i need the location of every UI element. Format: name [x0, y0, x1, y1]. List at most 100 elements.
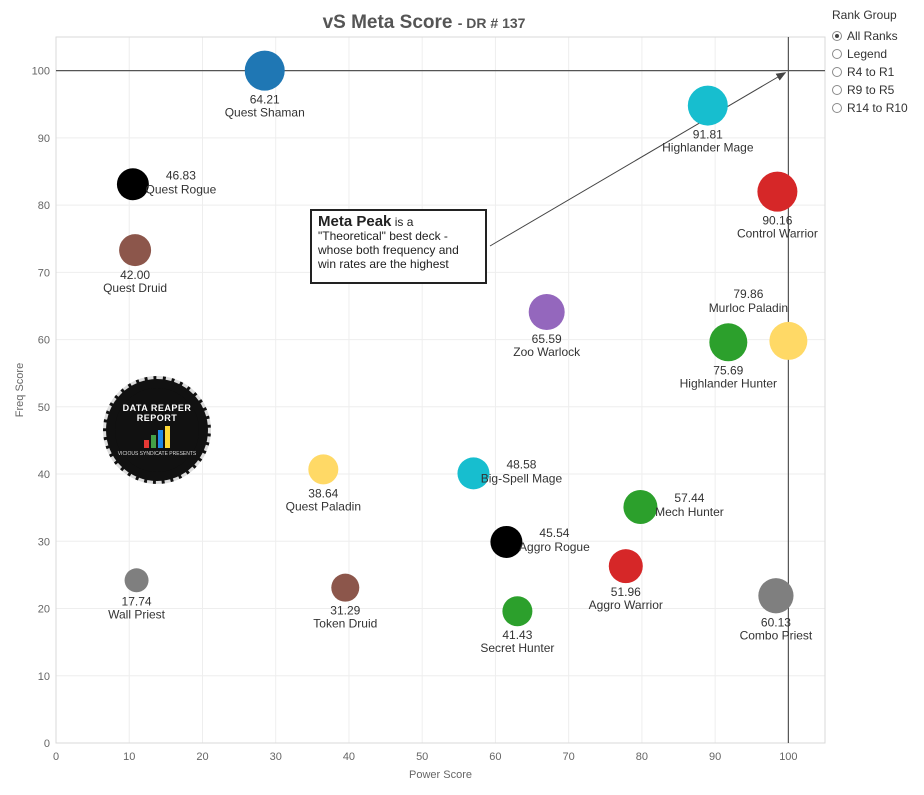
data-point	[769, 321, 808, 360]
rank-option-label: Legend	[847, 47, 888, 61]
point-name-label: Combo Priest	[740, 628, 813, 642]
radio-icon[interactable]	[832, 49, 842, 59]
rank-option-label: All Ranks	[847, 29, 898, 43]
annotation-title: Meta Peak	[318, 213, 392, 230]
x-tick-label: 60	[489, 751, 501, 763]
data-reaper-logo: DATA REAPER REPORT VICIOUS SYNDICATE PRE…	[103, 376, 211, 484]
x-tick-label: 30	[270, 751, 282, 763]
point-name-label: Zoo Warlock	[513, 345, 581, 359]
x-tick-label: 70	[563, 751, 575, 763]
point-score-label: 17.74	[122, 594, 152, 608]
y-tick-label: 90	[38, 133, 50, 145]
data-point	[528, 294, 565, 331]
point-score-label: 51.96	[611, 585, 641, 599]
point-score-label: 31.29	[330, 604, 360, 618]
data-point	[490, 525, 523, 558]
point-score-label: 65.59	[532, 332, 562, 346]
radio-icon[interactable]	[832, 103, 842, 113]
point-score-label: 75.69	[713, 363, 743, 377]
x-tick-label: 20	[196, 751, 208, 763]
point-name-label: Quest Rogue	[146, 182, 217, 196]
point-name-label: Control Warrior	[737, 227, 818, 241]
point-score-label: 64.21	[250, 93, 280, 107]
point-name-label: Quest Shaman	[225, 106, 305, 120]
rank-option-r4-r1[interactable]: R4 to R1	[832, 63, 924, 81]
point-score-label: 46.83	[166, 168, 196, 182]
y-tick-label: 70	[38, 267, 50, 279]
data-point	[757, 171, 798, 212]
rank-option-all-ranks[interactable]: All Ranks	[832, 27, 924, 45]
x-axis-title: Power Score	[409, 769, 472, 781]
rank-option-label: R14 to R10	[847, 101, 908, 115]
point-name-label: Highlander Mage	[662, 141, 754, 155]
point-name-label: Mech Hunter	[655, 505, 724, 519]
chart-title-main: vS Meta Score	[323, 12, 458, 33]
point-score-label: 38.64	[308, 486, 338, 500]
x-tick-label: 90	[709, 751, 721, 763]
x-tick-label: 10	[123, 751, 135, 763]
x-tick-label: 50	[416, 751, 428, 763]
radio-icon[interactable]	[832, 67, 842, 77]
logo-text: DATA REAPER REPORT	[122, 403, 192, 423]
point-score-label: 57.44	[674, 491, 704, 505]
logo-small-text: VICIOUS SYNDICATE PRESENTS	[117, 451, 197, 457]
annotation-line-3: whose both frequency and	[318, 243, 459, 257]
chart-title: vS Meta Score - DR # 137	[323, 12, 526, 33]
point-name-label: Highlander Hunter	[680, 376, 777, 390]
plot-frame	[55, 36, 826, 744]
point-score-label: 60.13	[761, 615, 791, 629]
rank-option-legend[interactable]: Legend	[832, 45, 924, 63]
point-name-label: Quest Druid	[103, 281, 167, 295]
meta-peak-annotation: Meta Peak is a "Theoretical" best deck -…	[310, 209, 487, 284]
radio-icon[interactable]	[832, 85, 842, 95]
meta-peak-arrow	[489, 72, 787, 247]
data-point	[457, 457, 490, 490]
data-point	[709, 323, 748, 362]
rank-option-label: R9 to R5	[847, 83, 895, 97]
rank-option-r14-r10[interactable]: R14 to R10	[832, 99, 924, 117]
x-tick-label: 0	[53, 751, 59, 763]
data-point	[623, 489, 658, 524]
point-score-label: 91.81	[693, 128, 723, 142]
rank-group-filter: Rank Group All Ranks Legend R4 to R1 R9 …	[832, 8, 924, 117]
y-tick-label: 30	[38, 536, 50, 548]
data-point	[308, 454, 339, 485]
point-score-label: 41.43	[502, 628, 532, 642]
annotation-line-4: win rates are the highest	[318, 257, 449, 271]
data-point	[124, 568, 149, 593]
data-point	[608, 549, 643, 584]
point-name-label: Secret Hunter	[480, 641, 554, 655]
point-score-label: 45.54	[539, 526, 569, 540]
data-point	[116, 168, 149, 201]
y-tick-label: 20	[38, 604, 50, 616]
logo-bars-icon	[144, 426, 170, 448]
data-point	[244, 50, 285, 91]
rank-option-r9-r5[interactable]: R9 to R5	[832, 81, 924, 99]
annotation-line-2: "Theoretical" best deck -	[318, 229, 448, 243]
y-axis-title: Freq Score	[14, 363, 26, 417]
y-tick-label: 60	[38, 335, 50, 347]
point-name-label: Aggro Rogue	[519, 540, 590, 554]
point-name-label: Aggro Warrior	[589, 598, 663, 612]
point-name-label: Token Druid	[313, 617, 377, 631]
rank-group-title: Rank Group	[832, 8, 897, 22]
y-tick-label: 40	[38, 469, 50, 481]
chart-title-sub: - DR # 137	[458, 15, 526, 31]
y-tick-label: 50	[38, 402, 50, 414]
point-score-label: 48.58	[506, 457, 536, 471]
radio-icon[interactable]	[832, 31, 842, 41]
data-point	[331, 573, 360, 602]
data-point	[687, 85, 728, 126]
y-tick-label: 10	[38, 671, 50, 683]
rank-option-label: R4 to R1	[847, 65, 895, 79]
data-point	[119, 234, 152, 267]
point-score-label: 79.86	[733, 287, 763, 301]
x-tick-label: 80	[636, 751, 648, 763]
y-tick-label: 100	[32, 66, 50, 78]
point-score-label: 42.00	[120, 268, 150, 282]
data-point	[502, 596, 533, 627]
point-name-label: Murloc Paladin	[709, 301, 788, 315]
annotation-line-1: is a	[391, 215, 414, 229]
data-point	[758, 578, 794, 614]
